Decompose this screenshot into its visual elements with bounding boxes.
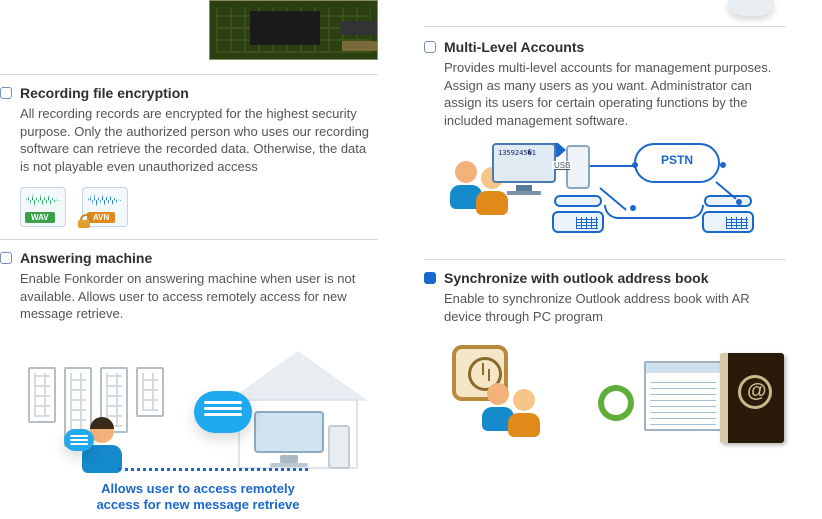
users-pair-icon [480,383,542,437]
divider [0,239,378,240]
right-column: Multi-Level Accounts Provides multi-leve… [424,0,804,513]
title-text: Recording file encryption [20,85,189,101]
phone-icon [702,191,754,233]
divider [0,74,378,75]
phone-icon [552,191,604,233]
section-body: Enable to synchronize Outlook address bo… [424,290,786,325]
section-title: Answering machine [0,250,378,266]
usb-label: USB [552,161,572,170]
illustration-caption: Allows user to access remotely access fo… [78,481,318,514]
title-text: Synchronize with outlook address book [444,270,708,286]
avn-file-icon: AVN [82,187,128,227]
left-column: Recording file encryption All recording … [0,0,378,513]
answering-machine-illustration: Allows user to access remotely access fo… [18,333,378,513]
webcam-image [684,0,784,20]
title-text: Answering machine [20,250,152,266]
monitor-icon [254,411,324,463]
bullet-icon [0,87,12,99]
section-outlook-sync: Synchronize with outlook address book En… [424,270,786,465]
divider [424,26,786,27]
divider [424,259,786,260]
section-body: Provides multi-level accounts for manage… [424,59,786,129]
section-title: Multi-Level Accounts [424,39,786,55]
file-format-icons: WAV AVN [20,187,378,227]
lock-icon [77,214,91,228]
speech-bubble-icon [194,391,252,433]
section-answering-machine: Answering machine Enable Fonkorder on an… [0,250,378,513]
speech-bubble-small-icon [64,429,94,451]
wav-waveform [26,192,60,208]
wav-tag: WAV [25,212,55,223]
section-body: Enable Fonkorder on answering machine wh… [0,270,378,323]
bullet-icon [0,252,12,264]
link-line [590,165,636,167]
node-dot [720,162,726,168]
section-title: Recording file encryption [0,85,378,101]
circuit-board-image [209,0,378,60]
bullet-icon [424,272,436,284]
avn-waveform [88,192,122,208]
connection-dotted-line [118,468,308,471]
outlook-sync-illustration [444,335,804,465]
section-multi-level-accounts: Multi-Level Accounts Provides multi-leve… [424,39,786,247]
pstn-cloud-icon: PSTN [634,143,720,183]
link-arc [604,205,704,219]
app-window-icon [644,361,722,431]
section-body: All recording records are encrypted for … [0,105,378,175]
multi-level-illustration: USB PSTN [444,137,804,247]
bullet-icon [424,41,436,53]
title-text: Multi-Level Accounts [444,39,584,55]
wav-file-icon: WAV [20,187,66,227]
pstn-label: PSTN [634,153,720,167]
monitor-icon [492,143,556,197]
sync-arrows-icon [594,381,638,425]
section-title: Synchronize with outlook address book [424,270,786,286]
pc-tower-icon [328,425,350,469]
section-recording-encryption: Recording file encryption All recording … [0,85,378,227]
